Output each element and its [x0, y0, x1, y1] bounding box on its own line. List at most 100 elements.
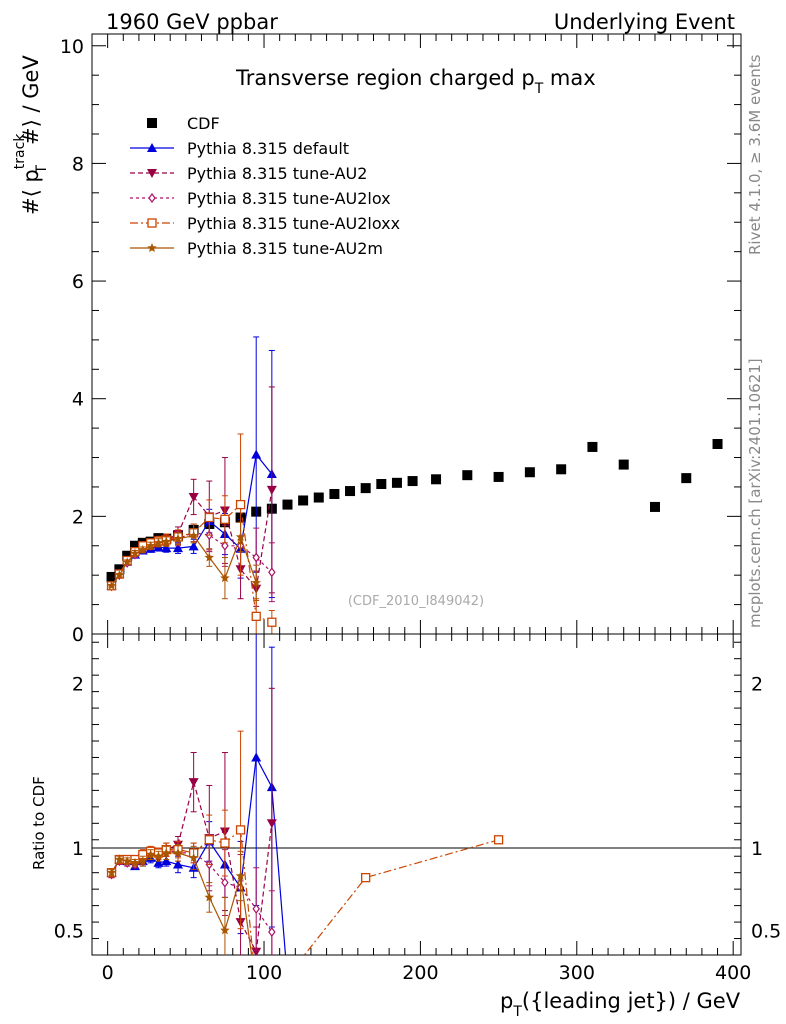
data-point-AU2lox	[221, 540, 229, 551]
data-point-AU2m	[188, 852, 199, 862]
legend-marker-AU2	[147, 169, 157, 178]
data-point-CDF	[376, 479, 387, 489]
data-point-CDF	[618, 459, 629, 470]
data-point-AU2loxx	[251, 611, 261, 622]
mcplots-label: mcplots.cern.ch [arXiv:2401.10621]	[746, 358, 764, 628]
x-tick-label: 0	[102, 962, 114, 984]
data-point-AU2m	[106, 580, 117, 590]
data-point-AU2m	[138, 856, 148, 866]
data-point-AU2m	[161, 847, 171, 857]
plot-frame	[91, 633, 742, 956]
analysis-watermark: (CDF_2010_I849042)	[348, 594, 484, 609]
data-point-AU2m	[188, 530, 199, 540]
data-point-CDF	[712, 439, 723, 449]
data-point-AU2m	[251, 983, 261, 992]
legend-marker-default	[147, 143, 157, 152]
data-point-CDF	[345, 486, 356, 497]
series-AU2m	[106, 521, 261, 601]
data-point-AU2m	[204, 892, 214, 902]
data-point-CDF	[282, 499, 293, 510]
data-point-default	[153, 857, 164, 867]
data-point-AU2loxx	[267, 617, 277, 627]
legend-label: CDF	[187, 114, 220, 133]
data-point-AU2m	[122, 856, 132, 866]
main-title: Transverse region charged pT max	[235, 66, 596, 97]
main-panel: 0 2 4 6 8 10	[60, 33, 742, 646]
series-line-AU2m	[110, 852, 253, 955]
data-point-AU2m	[114, 570, 125, 580]
series-default	[106, 336, 277, 599]
series-line-default	[110, 453, 273, 587]
data-point-CDF	[587, 441, 598, 452]
legend-label: Pythia 8.315 tune-AU2	[187, 164, 367, 183]
data-point-AU2loxx	[235, 825, 246, 835]
y-tick-label: 4	[72, 389, 84, 411]
data-point-default	[251, 449, 262, 459]
data-point-AU2m	[145, 540, 156, 550]
data-point-CDF	[298, 495, 309, 506]
legend-entry-AU2: Pythia 8.315 tune-AU2	[130, 164, 367, 183]
data-point-AU2	[188, 778, 199, 788]
data-point-default	[188, 541, 199, 551]
data-point-AU2m	[235, 871, 246, 880]
data-point-AU2m	[161, 536, 171, 546]
y-tick-label: 10	[60, 36, 84, 58]
data-point-AU2	[188, 492, 199, 502]
legend-entry-AU2m: Pythia 8.315 tune-AU2m	[130, 239, 383, 258]
data-point-AU2loxx	[268, 992, 276, 1000]
data-point-CDF	[391, 477, 402, 488]
data-point-AU2	[251, 947, 262, 955]
series-default	[106, 634, 292, 984]
data-point-AU2m	[130, 857, 140, 867]
series-line-AU2loxx	[111, 503, 273, 623]
data-point-AU2m	[220, 573, 230, 583]
x-tick-label: 100	[246, 962, 282, 984]
header-right: Underlying Event	[554, 10, 735, 34]
data-point-AU2lox	[252, 552, 260, 563]
legend-marker-AU2lox	[148, 193, 156, 203]
series-AU2	[106, 386, 277, 607]
data-point-CDF	[122, 550, 133, 561]
data-point-AU2m	[130, 548, 140, 558]
data-point-CDF	[329, 489, 340, 499]
data-point-CDF	[493, 471, 504, 482]
data-point-default	[161, 856, 172, 866]
data-point-AU2m	[220, 925, 230, 935]
legend-label: Pythia 8.315 tune-AU2m	[187, 239, 383, 258]
rivet-label: Rivet 4.1.0, ≥ 3.6M events	[746, 54, 764, 255]
series-line-AU2loxx	[110, 828, 499, 955]
y-tick-label: 2	[72, 506, 84, 528]
data-point-AU2loxx	[204, 835, 214, 845]
y-tick-label: 6	[72, 271, 84, 293]
x-axis-label: pT({leading jet}) / GeV	[500, 989, 741, 1020]
data-point-AU2lox	[268, 926, 276, 937]
series-AU2m	[106, 844, 261, 992]
data-point-AU2lox	[268, 567, 276, 578]
x-tick-label: 300	[559, 962, 595, 984]
data-point-CDF	[130, 540, 141, 551]
data-point-AU2loxx	[493, 835, 504, 845]
data-point-AU2	[266, 819, 277, 829]
data-point-CDF	[462, 470, 473, 481]
data-point-AU2m	[153, 537, 164, 547]
data-point-CDF	[313, 492, 324, 503]
data-point-CDF	[556, 464, 567, 475]
y-tick-label: 1	[72, 838, 84, 860]
legend-label: Pythia 8.315 tune-AU2loxx	[187, 214, 400, 233]
data-point-AU2m	[235, 531, 246, 541]
y-tick-label-right: 1	[751, 838, 763, 860]
legend-marker-CDF	[147, 118, 157, 128]
data-point-CDF	[106, 571, 117, 582]
data-point-default	[251, 752, 262, 762]
legend-label: Pythia 8.315 tune-AU2lox	[187, 189, 391, 208]
data-point-AU2m	[173, 847, 183, 857]
legend-entry-CDF: CDF	[147, 114, 220, 133]
data-point-AU2loxx	[220, 838, 230, 848]
data-layer	[106, 336, 723, 634]
data-point-AU2loxx	[220, 514, 230, 524]
data-point-AU2loxx	[204, 512, 214, 523]
data-point-default	[282, 975, 292, 984]
y-tick-label: 2	[72, 673, 84, 695]
